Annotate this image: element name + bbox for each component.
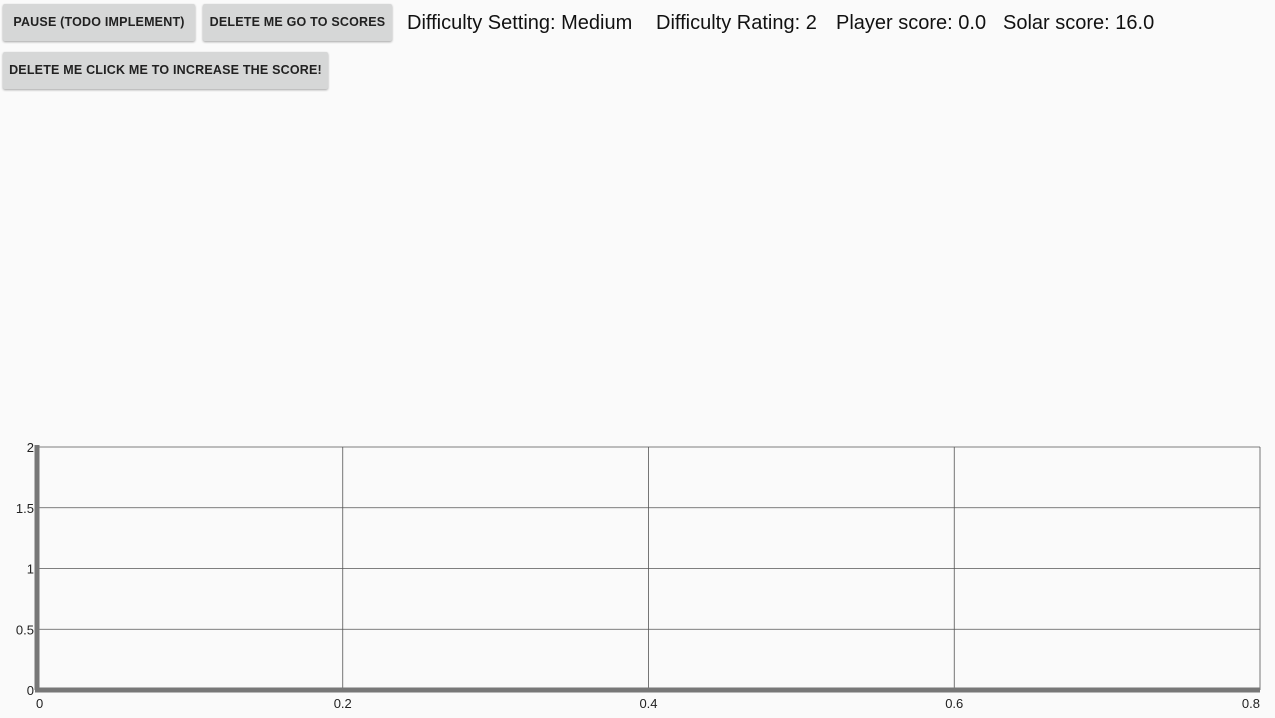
- pause-button[interactable]: PAUSE (TODO IMPLEMENT): [3, 4, 195, 41]
- y-tick-label: 0: [27, 683, 34, 698]
- x-tick-label: 0: [36, 696, 43, 711]
- chart-axes: [34, 445, 1260, 693]
- y-tick-label: 0.5: [16, 622, 34, 637]
- player-score-text: Player score: 0.0: [836, 12, 987, 34]
- y-tick-label: 2: [27, 440, 34, 455]
- difficulty-rating-text: Difficulty Rating: 2: [656, 12, 817, 34]
- x-tick-label: 0.8: [1242, 696, 1260, 711]
- x-tick-label: 0.2: [334, 696, 352, 711]
- go-to-scores-button[interactable]: DELETE ME GO TO SCORES: [203, 4, 392, 41]
- x-tick-label: 0.4: [639, 696, 657, 711]
- x-tick-label: 0.6: [945, 696, 963, 711]
- solar-score-text: Solar score: 16.0: [1003, 12, 1155, 34]
- chart-grid: [36, 446, 1261, 691]
- increase-score-button[interactable]: DELETE ME CLICK ME TO INCREASE THE SCORE…: [3, 52, 328, 89]
- chart-tick-labels: 0 0.2 0.4 0.6 0.8 0 0.5 1 1.5 2: [16, 440, 1260, 711]
- y-tick-label: 1.5: [16, 501, 34, 516]
- difficulty-setting-text: Difficulty Setting: Medium: [407, 12, 633, 34]
- y-tick-label: 1: [27, 562, 34, 577]
